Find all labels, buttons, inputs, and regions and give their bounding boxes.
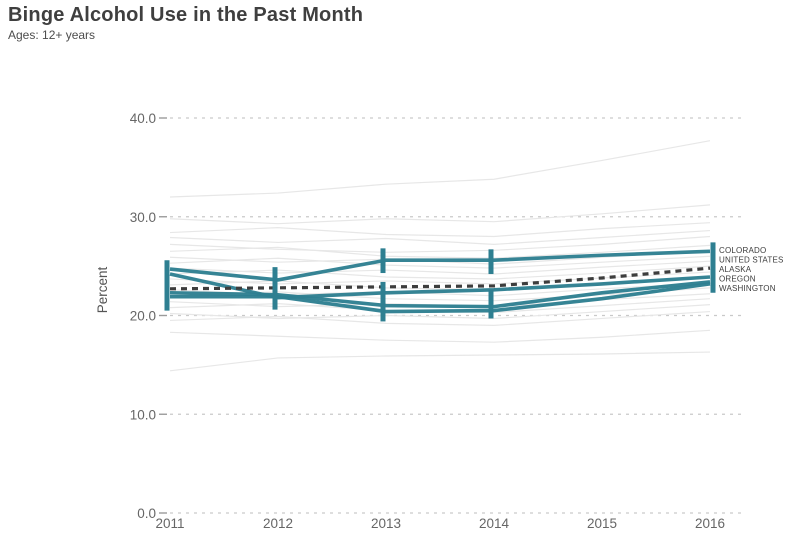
background-state-line [169,229,711,246]
x-tick-label: 2011 [155,516,184,531]
series-end-label-washington[interactable]: WASHINGTON [719,284,776,293]
background-state-line [169,140,711,198]
x-tick-label: 2012 [263,516,293,531]
series-end-label-alaska[interactable]: ALASKA [719,265,752,274]
series-end-label-united-states[interactable]: UNITED STATES [719,256,784,265]
x-tick-label: 2013 [371,516,401,531]
series-line-united-states[interactable] [169,266,711,291]
background-state-line [169,235,711,253]
series-line-oregon[interactable] [169,280,711,309]
y-tick-label: 30.0 [130,210,156,225]
y-axis-title: Percent [95,266,110,313]
chart-header: Binge Alcohol Use in the Past Month Ages… [8,4,363,42]
background-state-line [169,260,711,275]
y-tick-label: 0.0 [137,506,156,521]
chart-subtitle: Ages: 12+ years [8,28,96,42]
series-end-label-colorado[interactable]: COLORADO [719,246,766,255]
y-tick-label: 20.0 [130,309,156,324]
x-tick-label: 2014 [479,516,510,531]
y-tick-label: 10.0 [130,407,156,422]
background-state-line [169,329,711,343]
background-state-line [169,310,711,326]
background-state-line [169,244,711,259]
series-line-colorado[interactable] [169,249,711,282]
background-state-line [169,265,711,280]
x-tick-label: 2015 [587,516,617,531]
background-state-line [169,271,711,285]
series-end-label-oregon[interactable]: OREGON [719,275,756,284]
x-tick-label: 2016 [695,516,725,531]
background-state-line [169,255,711,269]
chart-title: Binge Alcohol Use in the Past Month [8,4,364,26]
background-state-line [169,222,711,238]
background-state-line [169,351,711,372]
background-state-line [169,204,711,225]
y-tick-label: 40.0 [130,111,156,126]
series-line-washington[interactable] [170,282,711,314]
